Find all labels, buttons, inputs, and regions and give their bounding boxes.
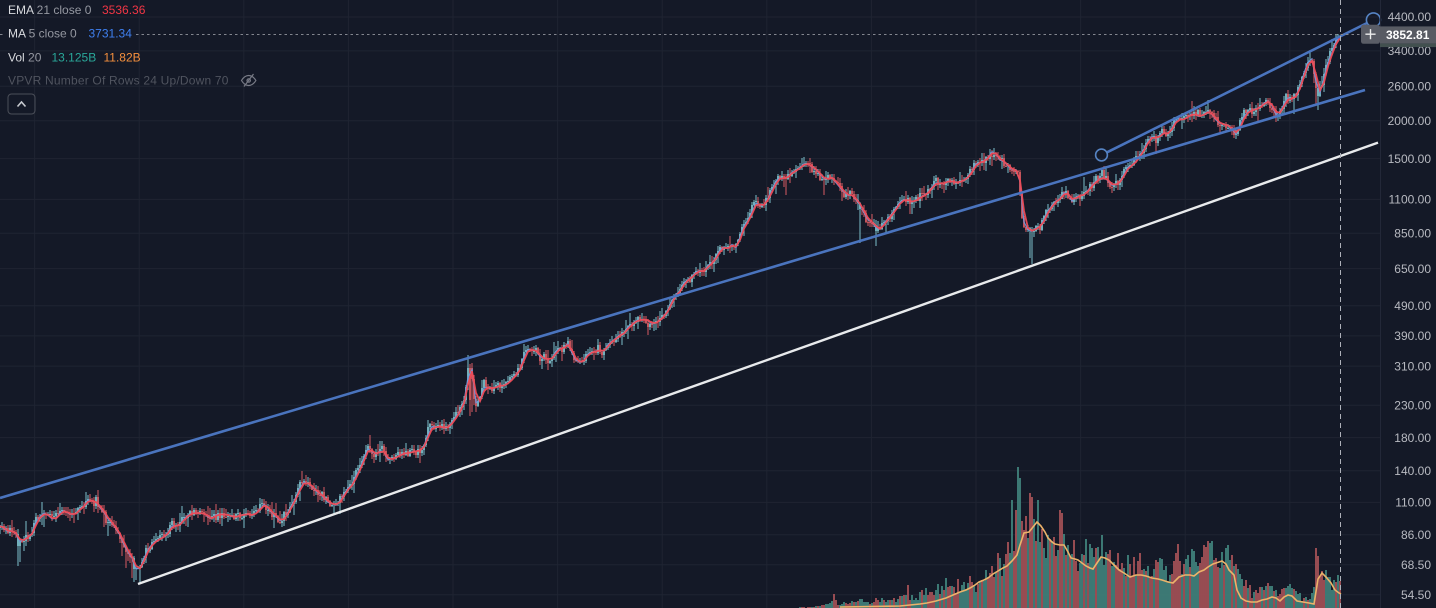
- svg-text:490.00: 490.00: [1394, 299, 1431, 313]
- svg-text:180.00: 180.00: [1394, 431, 1431, 445]
- svg-text:86.00: 86.00: [1401, 528, 1431, 542]
- svg-text:VPVR Number Of Rows 24 Up/Down: VPVR Number Of Rows 24 Up/Down 70: [8, 74, 229, 88]
- svg-text:390.00: 390.00: [1394, 329, 1431, 343]
- svg-text:54.50: 54.50: [1401, 588, 1431, 602]
- svg-text:1500.00: 1500.00: [1388, 152, 1432, 166]
- svg-text:1100.00: 1100.00: [1389, 193, 1432, 207]
- svg-text:230.00: 230.00: [1394, 399, 1431, 413]
- svg-text:310.00: 310.00: [1394, 359, 1431, 373]
- svg-text:3852.81: 3852.81: [1386, 28, 1430, 42]
- svg-text:850.00: 850.00: [1394, 227, 1431, 241]
- svg-text:2000.00: 2000.00: [1388, 114, 1432, 128]
- svg-text:2600.00: 2600.00: [1388, 79, 1432, 93]
- svg-text:110.00: 110.00: [1395, 496, 1431, 510]
- svg-text:650.00: 650.00: [1394, 262, 1431, 276]
- svg-text:3400.00: 3400.00: [1388, 44, 1432, 58]
- svg-text:140.00: 140.00: [1394, 464, 1431, 478]
- svg-text:68.50: 68.50: [1401, 558, 1431, 572]
- svg-text:4400.00: 4400.00: [1388, 10, 1432, 24]
